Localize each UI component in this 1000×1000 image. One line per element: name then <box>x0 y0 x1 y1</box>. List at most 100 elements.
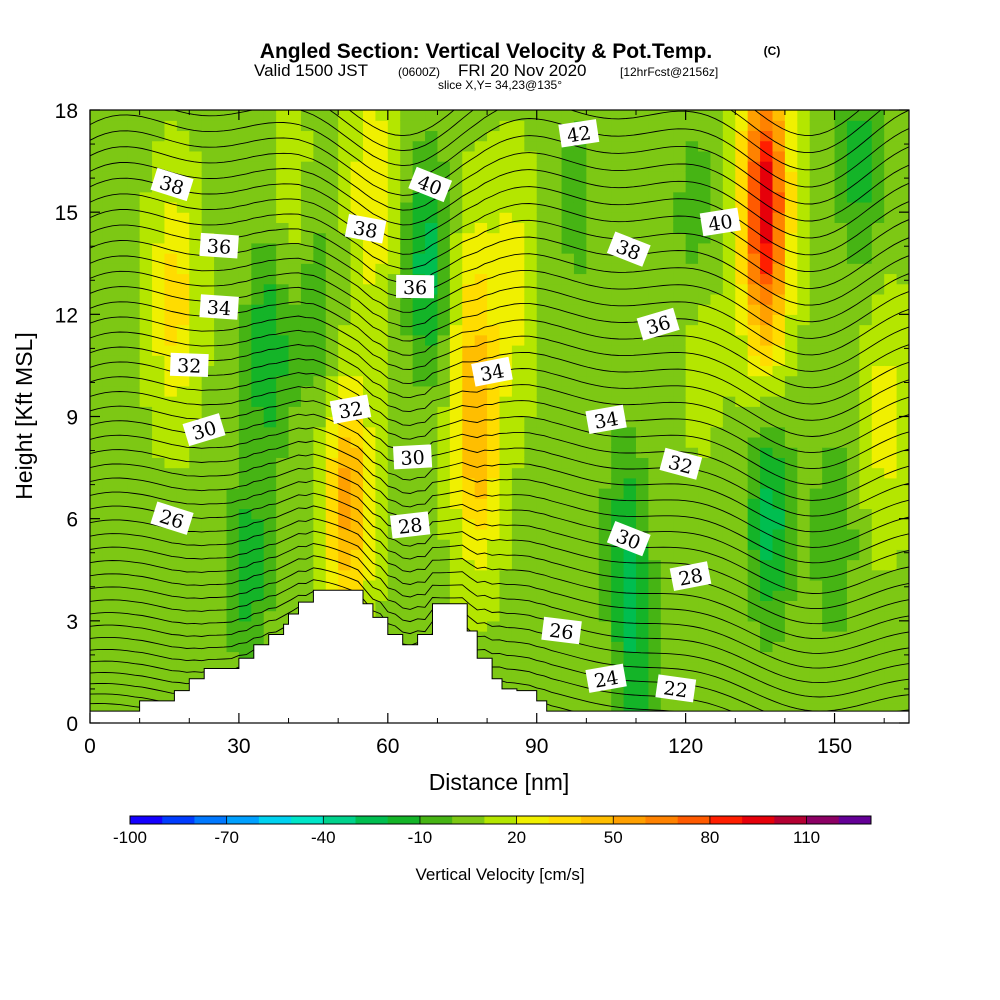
velocity-cell <box>822 130 836 142</box>
velocity-cell <box>511 396 525 407</box>
velocity-cell <box>760 600 774 612</box>
velocity-cell <box>164 477 178 489</box>
velocity-cell <box>251 304 265 315</box>
velocity-cell <box>338 385 352 397</box>
velocity-cell <box>139 375 153 387</box>
velocity-cell <box>263 610 277 622</box>
velocity-cell <box>102 212 116 223</box>
velocity-cell <box>139 579 153 591</box>
contour-label-box <box>182 413 226 447</box>
velocity-cell <box>487 242 501 254</box>
velocity-cell <box>797 304 811 315</box>
velocity-cell <box>735 518 749 530</box>
velocity-cell <box>387 375 401 387</box>
velocity-cell <box>760 579 774 591</box>
velocity-cell <box>685 549 699 561</box>
velocity-cell <box>387 385 401 397</box>
velocity-cell <box>809 150 823 162</box>
velocity-cell <box>772 436 786 448</box>
velocity-cell <box>176 375 190 387</box>
velocity-cell <box>462 222 476 234</box>
velocity-cell <box>573 508 587 520</box>
velocity-cell <box>251 222 265 234</box>
velocity-cell <box>201 457 215 469</box>
velocity-cell <box>722 304 736 315</box>
velocity-cell <box>400 201 414 213</box>
velocity-cell <box>760 120 774 132</box>
velocity-cell <box>499 641 513 653</box>
velocity-cell <box>201 365 215 377</box>
velocity-cell <box>871 651 885 663</box>
velocity-cell <box>586 590 600 601</box>
velocity-cell <box>834 120 848 132</box>
velocity-cell <box>648 447 662 458</box>
velocity-cell <box>462 304 476 315</box>
velocity-cell <box>524 334 538 346</box>
velocity-cell <box>288 539 302 550</box>
velocity-cell <box>524 590 538 601</box>
velocity-cell <box>189 242 203 254</box>
velocity-cell <box>710 385 724 397</box>
velocity-cell <box>598 253 612 264</box>
velocity-cell <box>871 120 885 132</box>
velocity-cell <box>127 375 141 387</box>
velocity-cell <box>511 385 525 397</box>
velocity-cell <box>449 344 463 356</box>
velocity-cell <box>884 344 898 356</box>
theta-contour-line <box>90 453 909 564</box>
velocity-cell <box>884 396 898 407</box>
velocity-cell <box>722 426 736 438</box>
velocity-cell <box>648 273 662 285</box>
slice-note: slice X,Y= 34,23@135° <box>438 78 562 92</box>
contour-label-box <box>392 444 433 470</box>
velocity-cell <box>400 253 414 264</box>
velocity-cell <box>871 559 885 571</box>
velocity-cell <box>722 447 736 458</box>
contour-label-box <box>150 167 194 202</box>
velocity-cell <box>636 344 650 356</box>
velocity-cell <box>164 631 178 642</box>
contour-label-text: 32 <box>177 355 202 378</box>
velocity-cell <box>226 120 240 132</box>
velocity-cell <box>176 120 190 132</box>
velocity-cell <box>127 631 141 642</box>
contour-label-box <box>471 356 513 387</box>
velocity-cell <box>400 631 414 642</box>
velocity-cell <box>549 549 563 561</box>
velocity-cell <box>127 682 141 693</box>
velocity-cell <box>710 171 724 183</box>
velocity-cell <box>425 467 439 479</box>
velocity-cell <box>561 579 575 591</box>
velocity-cell <box>685 201 699 213</box>
velocity-cell <box>710 661 724 673</box>
velocity-cell <box>673 161 687 172</box>
velocity-cell <box>449 191 463 203</box>
velocity-cell <box>673 590 687 601</box>
velocity-cell <box>499 488 513 499</box>
velocity-cell <box>474 406 488 418</box>
velocity-cell <box>350 130 364 142</box>
velocity-cell <box>648 610 662 622</box>
velocity-cell <box>127 457 141 469</box>
velocity-cell <box>772 671 786 683</box>
velocity-cell <box>102 528 116 540</box>
velocity-cell <box>611 263 625 275</box>
velocity-cell <box>871 314 885 326</box>
velocity-cell <box>437 488 451 499</box>
velocity-cell <box>524 651 538 663</box>
velocity-cell <box>425 416 439 428</box>
velocity-cell <box>611 702 625 714</box>
velocity-cell <box>363 344 377 356</box>
velocity-cell <box>636 488 650 499</box>
velocity-cell <box>189 232 203 244</box>
velocity-cell <box>698 130 712 142</box>
x-tick-label: 150 <box>817 735 852 758</box>
velocity-cell <box>710 314 724 326</box>
velocity-cell <box>598 528 612 540</box>
velocity-cell <box>462 344 476 356</box>
velocity-cell <box>822 528 836 540</box>
velocity-cell <box>152 130 166 142</box>
velocity-cell <box>636 631 650 642</box>
velocity-cell <box>722 682 736 693</box>
velocity-cell <box>375 416 389 428</box>
